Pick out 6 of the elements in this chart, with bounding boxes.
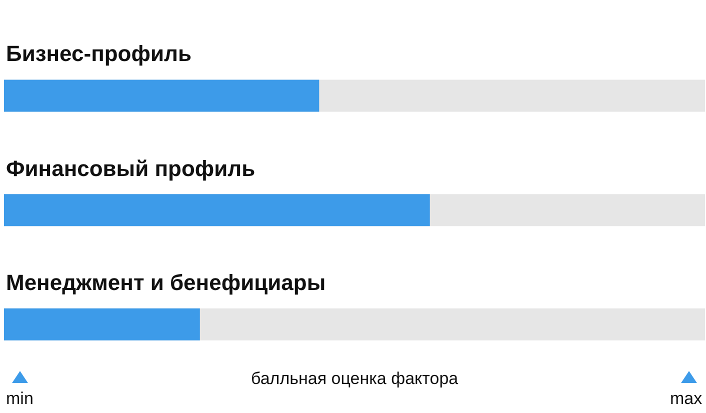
y-tick-label: Менеджмент и бенефициары (6, 270, 326, 295)
text: max (670, 389, 703, 408)
text: min (6, 389, 34, 408)
y-tick-label: Финансовый профиль (6, 156, 256, 181)
y-tick-label: Бизнес-профиль (6, 41, 192, 66)
x-axis-title: балльная оценка фактора (251, 369, 459, 388)
